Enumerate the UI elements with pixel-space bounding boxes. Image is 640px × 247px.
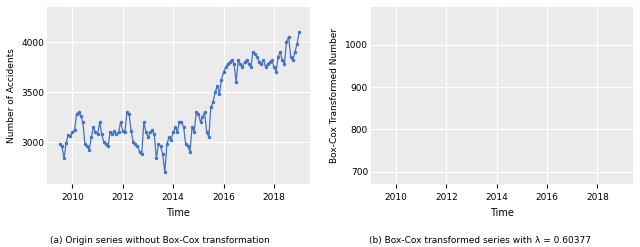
- X-axis label: Time: Time: [166, 208, 190, 218]
- Y-axis label: Number of Accidents: Number of Accidents: [7, 48, 16, 143]
- Text: (a) Origin series without Box-Cox transformation: (a) Origin series without Box-Cox transf…: [50, 236, 270, 245]
- Y-axis label: Box-Cox Transformed Number: Box-Cox Transformed Number: [330, 28, 339, 163]
- Text: (b) Box-Cox transformed series with λ = 0.60377: (b) Box-Cox transformed series with λ = …: [369, 236, 591, 245]
- X-axis label: Time: Time: [490, 208, 514, 218]
